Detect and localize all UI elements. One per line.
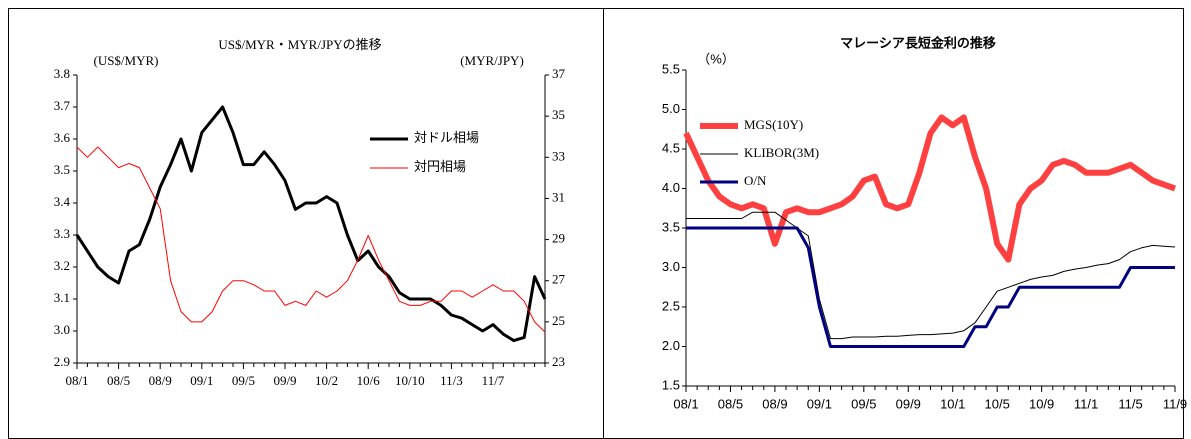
- y-tick-label: 3.0: [662, 259, 680, 274]
- y-tick-label: 3.4: [54, 194, 71, 209]
- panel-frame: [8, 8, 604, 439]
- y2-tick-label: 25: [552, 313, 565, 328]
- x-tick-label: 11/3: [440, 373, 463, 388]
- y-tick-label: 3.0: [54, 322, 70, 337]
- x-tick-label: 09/1: [807, 396, 832, 411]
- chart-title: マレーシア長短金利の推移: [840, 35, 996, 50]
- x-tick-label: 08/1: [673, 396, 698, 411]
- y-tick-label: 3.6: [54, 130, 71, 145]
- y-tick-label: 4.0: [662, 180, 680, 195]
- x-tick-label: 08/5: [718, 396, 743, 411]
- y-axis-label: （%）: [697, 51, 735, 66]
- y2-tick-label: 35: [552, 107, 565, 122]
- y-tick-label: 3.5: [54, 162, 70, 177]
- legend-label: O/N: [744, 173, 767, 188]
- y2-axis-label: (MYR/JPY): [460, 53, 524, 68]
- y-tick-label: 3.3: [54, 226, 70, 241]
- x-tick-label: 08/9: [149, 373, 172, 388]
- x-tick-label: 10/9: [1029, 396, 1054, 411]
- x-tick-label: 11/9: [1163, 396, 1187, 411]
- x-tick-label: 09/9: [896, 396, 921, 411]
- x-tick-label: 11/5: [1118, 396, 1142, 411]
- y-tick-label: 1.5: [662, 377, 680, 392]
- x-tick-label: 09/9: [273, 373, 296, 388]
- x-tick-label: 10/10: [395, 373, 425, 388]
- x-tick-label: 09/5: [851, 396, 876, 411]
- y-tick-label: 2.5: [662, 298, 680, 313]
- legend-label: 対ドル相場: [414, 130, 479, 145]
- x-tick-label: 09/5: [232, 373, 255, 388]
- y2-tick-label: 37: [552, 66, 566, 81]
- series-line: [686, 226, 1175, 348]
- y2-tick-label: 27: [552, 272, 566, 287]
- chart-title: US$/MYR・MYR/JPYの推移: [218, 37, 381, 52]
- y-tick-label: 4.5: [662, 140, 680, 155]
- x-tick-label: 08/9: [762, 396, 787, 411]
- legend-label: 対円相場: [414, 159, 466, 174]
- y2-tick-label: 33: [552, 148, 565, 163]
- y-tick-label: 2.9: [54, 354, 70, 369]
- legend-label: MGS(10Y): [744, 117, 803, 132]
- x-tick-label: 10/1: [940, 396, 965, 411]
- legend-label: KLIBOR(3M): [744, 145, 819, 160]
- y-tick-label: 2.0: [662, 338, 680, 353]
- y2-tick-label: 23: [552, 354, 565, 369]
- y2-tick-label: 29: [552, 231, 565, 246]
- series-line: [686, 211, 1176, 340]
- x-tick-label: 11/7: [482, 373, 505, 388]
- y-tick-label: 5.5: [662, 61, 680, 76]
- x-tick-label: 10/6: [357, 373, 381, 388]
- y-tick-label: 5.0: [662, 101, 680, 116]
- y-axis-label: (US$/MYR): [93, 53, 158, 68]
- x-tick-label: 10/2: [315, 373, 338, 388]
- y-tick-label: 3.1: [54, 290, 70, 305]
- series-line: [683, 114, 1176, 263]
- y-tick-label: 3.5: [662, 219, 680, 234]
- x-tick-label: 10/5: [985, 396, 1010, 411]
- x-tick-label: 11/1: [1074, 396, 1098, 411]
- x-tick-label: 08/1: [65, 373, 88, 388]
- x-tick-label: 09/1: [190, 373, 213, 388]
- x-tick-label: 08/5: [107, 373, 130, 388]
- y-tick-label: 3.8: [54, 66, 70, 81]
- y-tick-label: 3.2: [54, 258, 70, 273]
- series-line: [75, 105, 547, 343]
- y2-tick-label: 31: [552, 189, 565, 204]
- y-tick-label: 3.7: [54, 98, 71, 113]
- panel-frame: [603, 8, 1184, 439]
- series-line: [76, 146, 546, 333]
